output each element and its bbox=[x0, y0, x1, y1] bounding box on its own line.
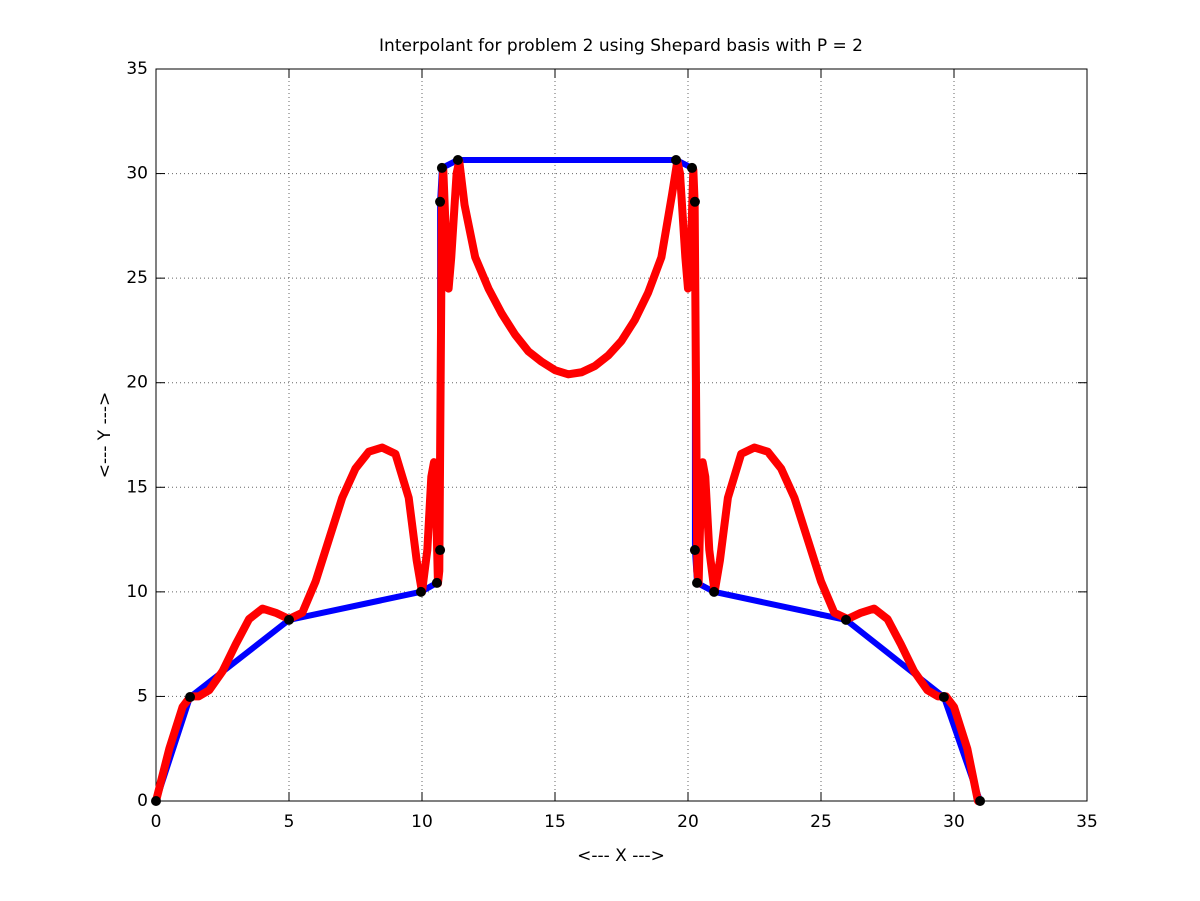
data-point bbox=[284, 614, 294, 625]
data-point bbox=[938, 692, 949, 703]
y-tick-label: 10 bbox=[126, 582, 148, 602]
axes-box bbox=[155, 68, 1088, 802]
data-point bbox=[431, 577, 442, 588]
data-point bbox=[689, 196, 700, 207]
chart-title: Interpolant for problem 2 using Shepard … bbox=[379, 36, 863, 56]
x-tick-label: 30 bbox=[943, 812, 965, 832]
y-tick-label: 25 bbox=[126, 268, 148, 288]
data-point bbox=[435, 545, 446, 556]
data-point bbox=[689, 545, 700, 556]
data-point bbox=[151, 796, 161, 806]
y-axis-label: <--- Y ---> bbox=[95, 392, 115, 479]
y-tick-label: 35 bbox=[126, 59, 148, 79]
data-point bbox=[435, 196, 446, 207]
x-tick-label: 15 bbox=[544, 812, 566, 832]
data-point bbox=[671, 154, 682, 165]
y-tick-label: 20 bbox=[126, 373, 148, 393]
data-point bbox=[415, 586, 426, 597]
y-tick-label: 5 bbox=[137, 686, 148, 706]
x-tick-label: 25 bbox=[810, 812, 832, 832]
x-tick-label: 5 bbox=[284, 812, 295, 832]
x-tick-label: 0 bbox=[151, 812, 162, 832]
x-tick-label: 20 bbox=[677, 812, 699, 832]
y-tick-label: 0 bbox=[137, 791, 148, 811]
x-tick-label: 10 bbox=[411, 812, 433, 832]
x-tick-label: 35 bbox=[1076, 812, 1098, 832]
data-point bbox=[686, 162, 697, 173]
data-point bbox=[185, 692, 196, 703]
data-point bbox=[436, 162, 447, 173]
data-point bbox=[692, 577, 703, 588]
series-line bbox=[153, 156, 984, 804]
y-tick-label: 15 bbox=[126, 477, 148, 497]
data-point bbox=[709, 586, 720, 597]
data-point bbox=[452, 154, 463, 165]
series-line bbox=[152, 157, 982, 805]
data-point bbox=[841, 614, 852, 625]
data-point bbox=[975, 796, 986, 806]
y-tick-label: 30 bbox=[126, 164, 148, 184]
x-axis-label: <--- X ---> bbox=[577, 846, 665, 866]
